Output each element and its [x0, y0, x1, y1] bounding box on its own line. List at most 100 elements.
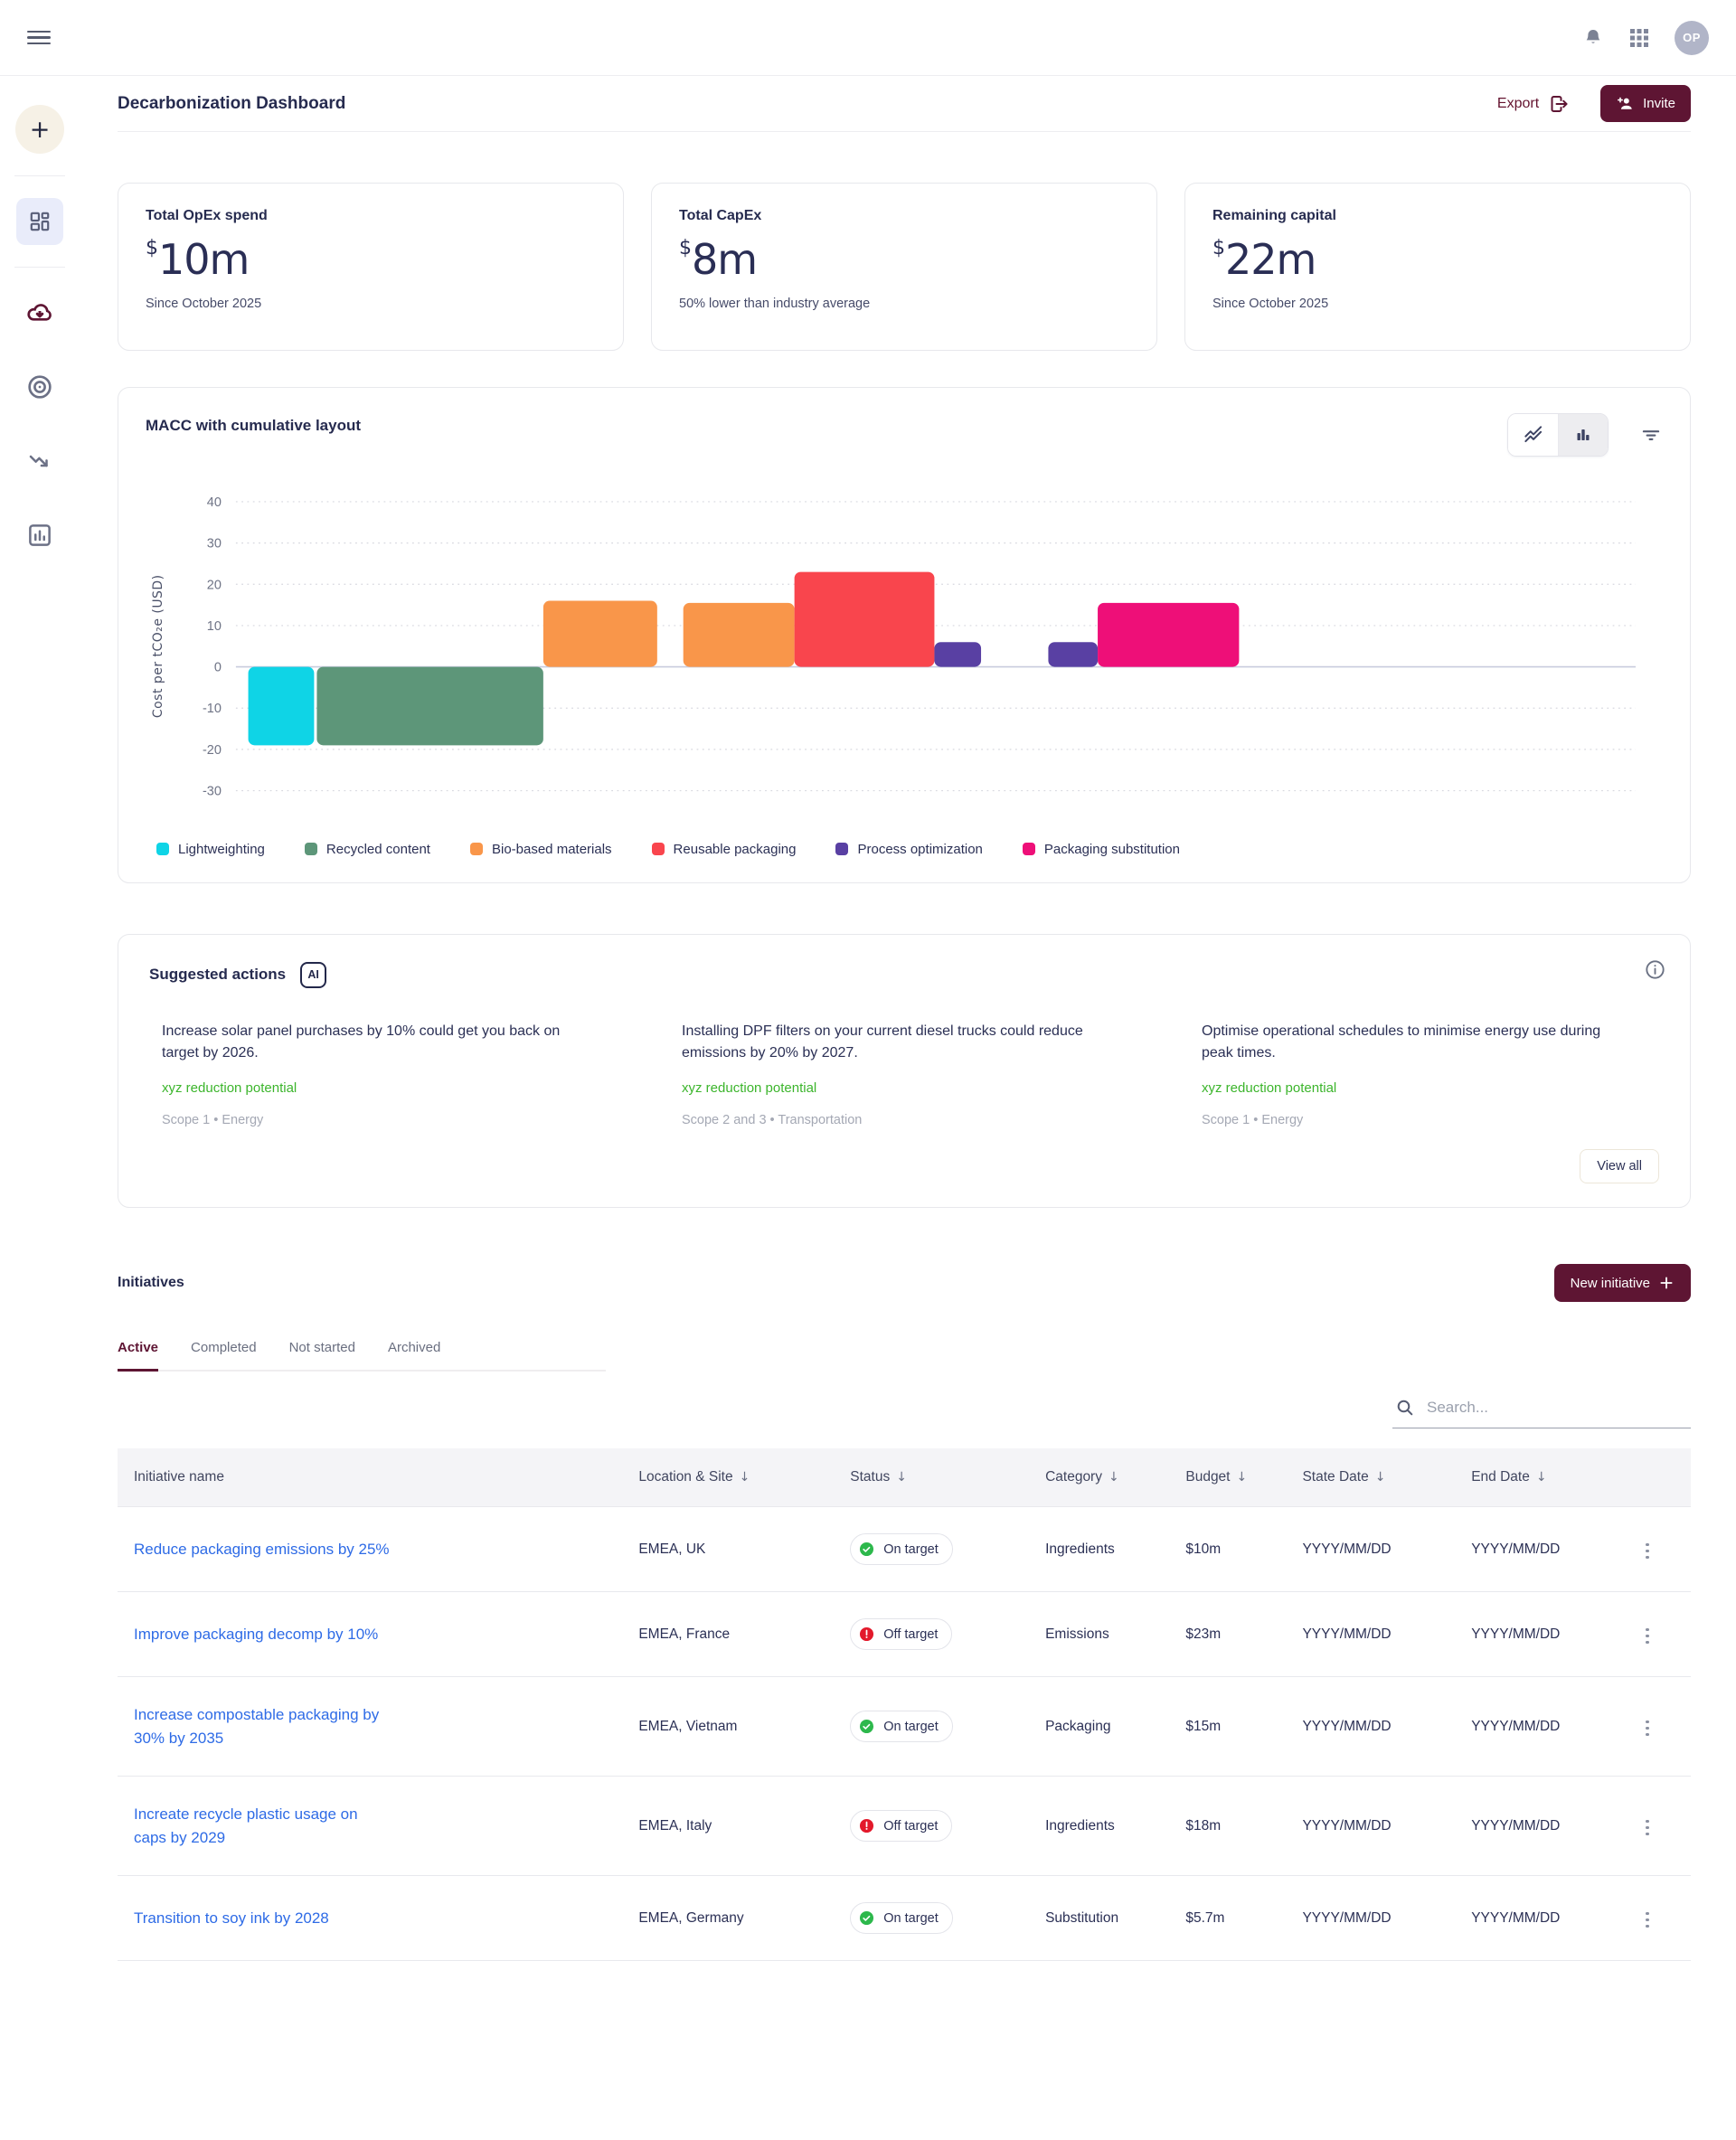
start-date-cell: YYYY/MM/DD: [1302, 1718, 1392, 1734]
column-header-category[interactable]: Category ↓: [1045, 1448, 1185, 1507]
column-header-initiative-name: Initiative name: [118, 1448, 638, 1507]
sort-arrow-icon[interactable]: ↓: [1374, 1470, 1386, 1485]
view-all-button[interactable]: View all: [1580, 1149, 1659, 1184]
column-header-state-date[interactable]: State Date ↓: [1302, 1448, 1471, 1507]
sidebar-divider: [14, 175, 65, 176]
tab-not-started[interactable]: Not started: [288, 1340, 355, 1356]
row-menu-button[interactable]: [1640, 1715, 1655, 1742]
initiative-link[interactable]: Increate recycle plastic usage on caps b…: [134, 1805, 358, 1846]
stat-card-note: Since October 2025: [146, 297, 262, 311]
budget-cell: $10m: [1185, 1541, 1222, 1557]
suggested-actions-card: Suggested actions AI Increase solar pane…: [118, 933, 1691, 1209]
category-cell: Substitution: [1045, 1909, 1119, 1926]
sort-arrow-icon[interactable]: ↓: [1535, 1470, 1547, 1485]
bar-chart-toggle-button[interactable]: [1558, 414, 1608, 456]
action-reduction-potential-link[interactable]: xyz reduction potential: [162, 1080, 297, 1097]
new-initiative-button[interactable]: New initiative: [1553, 1264, 1691, 1303]
action-reduction-potential-link[interactable]: xyz reduction potential: [1202, 1080, 1337, 1097]
macc-chart-plot: 40 30 20 10 0 -10 -20 -30 Cost per tCO₂e (USD): [146, 466, 1663, 829]
app-grid-icon[interactable]: [1629, 28, 1649, 48]
add-button[interactable]: +: [15, 105, 64, 154]
status-label: Off target: [883, 1818, 939, 1834]
action-title: Optimise operational schedules to minimi…: [1202, 1023, 1601, 1061]
sidebar-item-reduction[interactable]: [22, 443, 58, 479]
legend-label: Reusable packaging: [673, 841, 797, 857]
target-icon: [25, 372, 54, 401]
row-menu-button[interactable]: [1640, 1538, 1655, 1565]
sidebar-item-reports[interactable]: [22, 517, 58, 553]
stat-card-value: $8m: [679, 235, 1129, 284]
y-axis-tick-label: 30: [207, 537, 222, 551]
action-scope: Scope 1 • Energy: [162, 1113, 264, 1128]
column-header-location-site[interactable]: Location & Site ↓: [638, 1448, 850, 1507]
row-menu-button[interactable]: [1640, 1815, 1655, 1842]
avatar[interactable]: OP: [1675, 20, 1709, 55]
legend-label: Lightweighting: [178, 841, 265, 857]
status-badge: On target: [850, 1902, 953, 1935]
legend-swatch: [835, 843, 849, 856]
sort-arrow-icon[interactable]: ↓: [896, 1470, 907, 1485]
row-menu-button[interactable]: [1640, 1623, 1655, 1650]
currency-symbol: $: [146, 237, 158, 259]
status-badge: Off target: [850, 1618, 953, 1651]
sidebar: +: [0, 76, 80, 2024]
budget-cell: $23m: [1185, 1626, 1222, 1642]
invite-button[interactable]: Invite: [1600, 85, 1691, 122]
tab-completed[interactable]: Completed: [191, 1340, 257, 1356]
bell-icon[interactable]: [1582, 27, 1604, 49]
line-chart-icon: [1522, 423, 1545, 447]
invite-label: Invite: [1643, 96, 1675, 111]
tab-active[interactable]: Active: [118, 1340, 159, 1372]
initiative-link[interactable]: Reduce packaging emissions by 25%: [134, 1540, 390, 1558]
column-header-budget[interactable]: Budget ↓: [1185, 1448, 1302, 1507]
filter-button[interactable]: [1639, 423, 1663, 447]
suggested-action: Installing DPF filters on your current d…: [682, 1021, 1116, 1128]
initiative-link[interactable]: Improve packaging decomp by 10%: [134, 1625, 379, 1643]
sort-arrow-icon[interactable]: ↓: [739, 1470, 750, 1485]
macc-bar-bio-based-materials: [683, 602, 795, 667]
y-axis-tick-label: 20: [207, 578, 222, 592]
location-cell: EMEA, France: [638, 1626, 731, 1642]
sort-arrow-icon[interactable]: ↓: [1108, 1470, 1119, 1485]
column-header-end-date[interactable]: End Date ↓: [1471, 1448, 1640, 1507]
row-menu-button[interactable]: [1640, 1907, 1655, 1934]
macc-bar-bio-based-materials: [542, 600, 657, 667]
alert-circle-icon: [860, 1819, 874, 1834]
plus-icon: [1658, 1275, 1675, 1291]
initiative-link[interactable]: Transition to soy ink by 2028: [134, 1909, 329, 1927]
table-row: Transition to soy ink by 2028 EMEA, Germa…: [118, 1875, 1691, 1962]
chart-title: MACC with cumulative layout: [146, 417, 362, 434]
tab-archived[interactable]: Archived: [387, 1340, 441, 1356]
initiative-link[interactable]: Increase compostable packaging by 30% by…: [134, 1706, 380, 1747]
search-input[interactable]: [1427, 1399, 1689, 1418]
location-cell: EMEA, Italy: [638, 1817, 712, 1834]
suggested-action: Increase solar panel purchases by 10% co…: [162, 1021, 596, 1128]
legend-swatch: [651, 843, 665, 856]
legend-item: Recycled content: [304, 842, 430, 857]
column-header-label: End Date: [1471, 1469, 1530, 1485]
export-button[interactable]: Export: [1497, 93, 1570, 115]
sidebar-item-targets[interactable]: [22, 369, 58, 405]
info-button[interactable]: [1644, 958, 1666, 981]
suggested-action: Optimise operational schedules to minimi…: [1202, 1021, 1636, 1128]
sort-arrow-icon[interactable]: ↓: [1236, 1470, 1248, 1485]
sidebar-item-cloud-download[interactable]: [22, 295, 58, 331]
initiatives-table: Initiative name Location & Site ↓ Status ↓ Ca…: [118, 1448, 1691, 1962]
bar-chart-toggle-icon: [1572, 424, 1594, 446]
status-label: On target: [883, 1910, 939, 1926]
sidebar-item-dashboard[interactable]: [16, 198, 63, 245]
action-reduction-potential-link[interactable]: xyz reduction potential: [682, 1080, 817, 1097]
location-cell: EMEA, Germany: [638, 1909, 744, 1926]
export-icon: [1548, 93, 1570, 115]
table-row: Increate recycle plastic usage on caps b…: [118, 1776, 1691, 1876]
hamburger-menu-icon[interactable]: [27, 30, 51, 45]
location-cell: EMEA, UK: [638, 1541, 706, 1557]
stat-card-label: Total CapEx: [679, 208, 762, 223]
column-header-actions: [1640, 1448, 1691, 1507]
legend-swatch: [1022, 843, 1035, 856]
line-chart-toggle-button[interactable]: [1508, 414, 1558, 456]
budget-cell: $18m: [1185, 1817, 1222, 1834]
column-header-status[interactable]: Status ↓: [850, 1448, 1045, 1507]
budget-cell: $5.7m: [1185, 1909, 1225, 1926]
legend-item: Process optimization: [835, 842, 983, 857]
